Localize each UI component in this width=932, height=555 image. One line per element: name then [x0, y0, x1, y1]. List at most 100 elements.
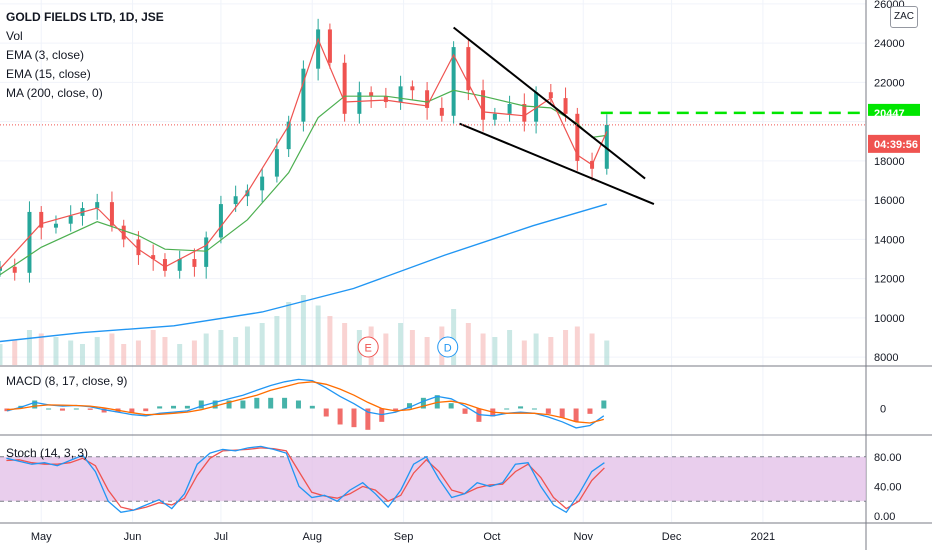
volume-bar: [548, 337, 554, 365]
volume-bar: [589, 333, 595, 365]
candle-body: [466, 47, 471, 91]
macd-histogram-bar: [365, 408, 371, 430]
y-tick-label: 12000: [874, 274, 905, 286]
macd-histogram-bar: [295, 400, 301, 409]
main-legend: GOLD FIELDS LTD, 1D, JSE Vol EMA (3, clo…: [6, 8, 164, 103]
y-tick-label: 22000: [874, 77, 905, 89]
ema3-line: [0, 37, 608, 270]
candle-body: [162, 259, 167, 271]
legend-volume[interactable]: Vol: [6, 29, 23, 43]
macd-histogram-bar: [157, 406, 163, 409]
countdown-badge: [868, 134, 920, 153]
candle-body: [274, 149, 279, 177]
macd-histogram-bar: [448, 403, 454, 409]
macd-legend[interactable]: MACD (8, 17, close, 9): [6, 374, 128, 388]
volume-bar: [604, 340, 610, 365]
y-tick-label: 14000: [874, 234, 905, 246]
x-tick-label: Aug: [302, 531, 322, 543]
macd-histogram-bar: [504, 408, 510, 410]
macd-histogram-bar: [407, 403, 413, 409]
macd-histogram-bar: [129, 408, 135, 413]
volume-bar: [218, 330, 224, 365]
symbol-title[interactable]: GOLD FIELDS LTD, 1D, JSE: [6, 10, 164, 24]
volume-bar: [300, 295, 306, 365]
dividend-marker: [437, 336, 459, 358]
volume-bar: [480, 333, 486, 365]
volume-bar: [451, 309, 457, 365]
volume-bar: [0, 344, 3, 365]
candle-body: [316, 29, 321, 69]
macd-histogram-bar: [143, 408, 149, 412]
candle-body: [151, 255, 156, 260]
trendline-upper: [452, 26, 646, 180]
macd-histogram-bar: [351, 408, 357, 428]
currency-button[interactable]: ZAC: [890, 6, 918, 28]
volume-bar: [135, 340, 141, 365]
candle-body: [204, 237, 209, 267]
candle-body: [575, 113, 580, 161]
candle-body: [39, 211, 44, 228]
countdown-badge-text: 04:39:56: [874, 139, 918, 151]
macd-histogram-bar: [101, 408, 107, 413]
macd-histogram-bar: [73, 408, 79, 410]
x-tick-label: May: [31, 531, 52, 543]
legend-ema3[interactable]: EMA (3, close): [6, 48, 85, 62]
candle-body: [109, 202, 114, 226]
candle-body: [218, 204, 223, 238]
stoch-y-tick: 0.00: [874, 511, 895, 523]
candle-body: [136, 239, 141, 256]
volume-bar: [191, 340, 197, 365]
candle-body: [522, 104, 527, 122]
volume-bar: [327, 316, 333, 365]
stoch-legend[interactable]: Stoch (14, 3, 3): [6, 446, 89, 460]
macd-signal-line: [6, 381, 604, 424]
volume-bar: [533, 333, 539, 365]
volume-bar: [259, 323, 265, 365]
candle-body: [27, 211, 32, 273]
legend-ema15[interactable]: EMA (15, close): [6, 67, 91, 81]
x-tick-label: Nov: [573, 531, 593, 543]
candle-body: [286, 121, 291, 150]
volume-bar: [521, 340, 527, 365]
macd-histogram-bar: [323, 408, 329, 417]
macd-histogram-bar: [518, 406, 524, 409]
volume-bar: [563, 330, 569, 365]
candle-body: [233, 196, 238, 205]
macd-histogram-bar: [268, 397, 274, 409]
stoch-y-tick: 40.00: [874, 481, 902, 493]
macd-histogram-bar: [337, 408, 343, 425]
volume-bar: [507, 330, 513, 365]
candle-body: [0, 266, 2, 271]
volume-bar: [315, 305, 321, 365]
candle-body: [604, 124, 609, 169]
volume-bar: [203, 333, 209, 365]
volume-bar: [286, 302, 292, 365]
y-tick-label: 18000: [874, 156, 905, 168]
candle-body: [357, 92, 362, 114]
volume-bar: [342, 323, 348, 365]
volume-bar: [233, 337, 239, 365]
legend-ma200[interactable]: MA (200, close, 0): [6, 86, 103, 100]
candle-body: [327, 29, 332, 63]
y-tick-label: 24000: [874, 38, 905, 50]
volume-bar: [68, 340, 74, 365]
candle-body: [177, 259, 182, 271]
x-tick-label: Dec: [662, 531, 682, 543]
stoch-d-line: [6, 447, 605, 511]
macd-histogram-bar: [531, 408, 537, 410]
candle-body: [410, 86, 415, 91]
macd-histogram-bar: [240, 400, 246, 409]
volume-bar: [424, 337, 430, 365]
macd-histogram-bar: [573, 408, 579, 422]
macd-histogram-bar: [184, 405, 190, 409]
volume-bar: [274, 316, 280, 365]
y-tick-label: 26000: [874, 0, 905, 11]
macd-histogram-bar: [587, 408, 593, 414]
earnings-marker: [357, 336, 379, 358]
trendline-lower: [459, 122, 655, 206]
macd-histogram-bar: [226, 400, 232, 409]
volume-bar: [150, 330, 156, 365]
volume-bar: [383, 333, 389, 365]
